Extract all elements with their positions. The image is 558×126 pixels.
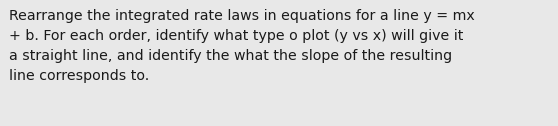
Text: Rearrange the integrated rate laws in equations for a line y = mx
+ b. For each : Rearrange the integrated rate laws in eq… — [9, 9, 475, 83]
